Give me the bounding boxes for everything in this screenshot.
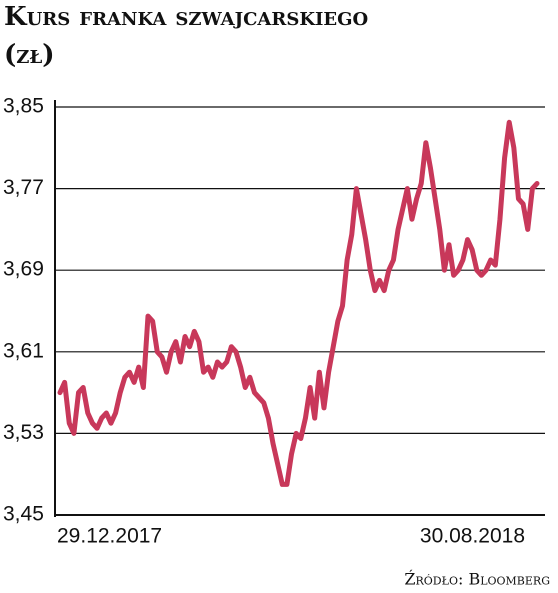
y-tick-label: 3,61 <box>3 339 44 362</box>
x-tick-label: 30.08.2018 <box>420 525 525 548</box>
y-tick-label: 3,45 <box>3 503 44 526</box>
line <box>57 119 540 487</box>
y-tick-label: 3,69 <box>3 258 44 281</box>
y-tick-label: 3,53 <box>3 421 44 444</box>
source: Źródło: Bloomberg <box>404 569 550 589</box>
chart-title: Kurs franka szwajcarskiego <box>4 2 368 32</box>
y-tick-label: 3,85 <box>3 95 44 118</box>
y-tick-label: 3,77 <box>3 176 44 199</box>
x-tick-label: 29.12.2017 <box>57 525 162 548</box>
chart-subtitle: (zł) <box>4 40 55 70</box>
